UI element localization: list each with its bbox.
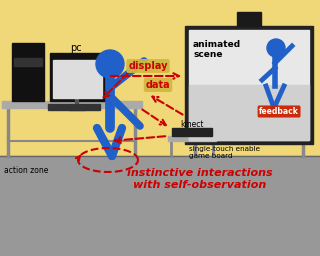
Text: data: data <box>146 80 170 90</box>
Bar <box>189 30 309 140</box>
Bar <box>14 58 42 66</box>
Text: pc: pc <box>70 43 82 53</box>
Text: animated
scene: animated scene <box>193 40 241 59</box>
Text: feedback: feedback <box>259 107 299 116</box>
Circle shape <box>96 50 124 78</box>
Text: single-touch enable
game board: single-touch enable game board <box>189 146 260 159</box>
Text: display: display <box>128 61 168 71</box>
Bar <box>48 104 100 110</box>
Text: action zone: action zone <box>4 166 48 175</box>
Bar <box>12 43 44 101</box>
Bar <box>168 136 216 141</box>
Bar <box>189 85 309 140</box>
Text: instinctive interactions
with self-observation: instinctive interactions with self-obser… <box>127 168 273 190</box>
Bar <box>53 60 102 98</box>
Bar <box>185 26 313 144</box>
Bar <box>69 106 85 110</box>
Bar <box>172 128 212 136</box>
Circle shape <box>267 39 285 57</box>
Bar <box>2 101 142 108</box>
Bar <box>0 156 320 256</box>
Text: kinect: kinect <box>180 120 204 129</box>
Bar <box>237 12 261 26</box>
Bar <box>50 53 105 101</box>
